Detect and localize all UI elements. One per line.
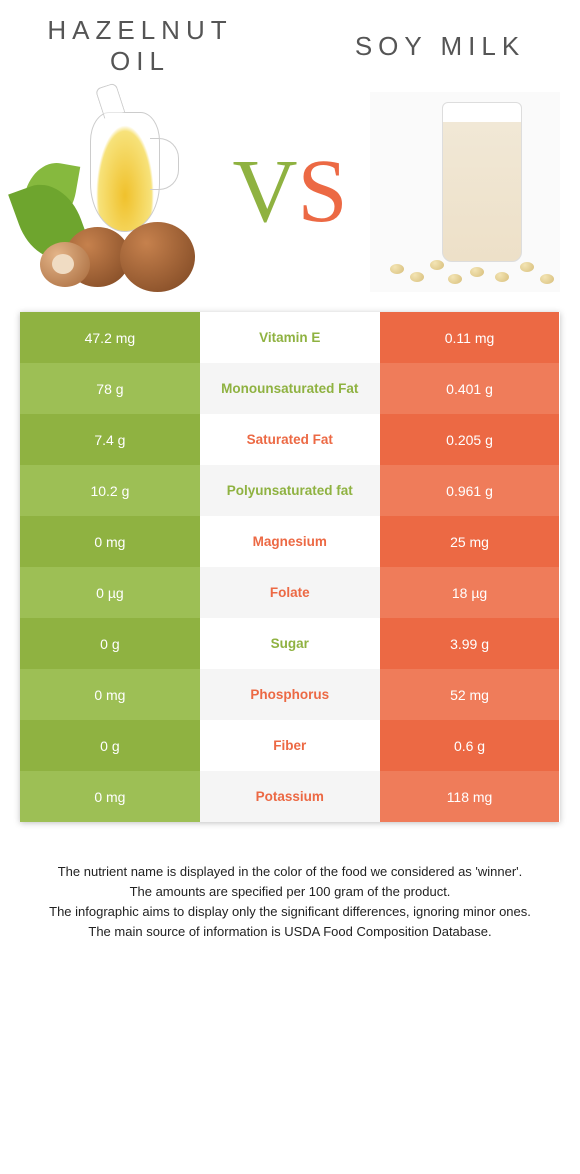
left-value: 7.4 g bbox=[20, 414, 200, 465]
left-value: 10.2 g bbox=[20, 465, 200, 516]
right-food-title: Soy milk bbox=[330, 31, 550, 62]
nutrient-row: 7.4 gSaturated Fat0.205 g bbox=[20, 414, 560, 465]
vs-label: VS bbox=[232, 147, 347, 237]
nutrient-name: Sugar bbox=[200, 618, 380, 669]
right-value: 0.11 mg bbox=[380, 312, 560, 363]
footer-notes: The nutrient name is displayed in the co… bbox=[0, 822, 580, 963]
nutrient-name: Polyunsaturated fat bbox=[200, 465, 380, 516]
nutrient-row: 10.2 gPolyunsaturated fat0.961 g bbox=[20, 465, 560, 516]
left-value: 47.2 mg bbox=[20, 312, 200, 363]
right-value: 25 mg bbox=[380, 516, 560, 567]
footer-line: The nutrient name is displayed in the co… bbox=[30, 862, 550, 882]
footer-line: The amounts are specified per 100 gram o… bbox=[30, 882, 550, 902]
nutrient-row: 47.2 mgVitamin E0.11 mg bbox=[20, 312, 560, 363]
image-row: VS bbox=[0, 82, 580, 312]
nutrient-name: Phosphorus bbox=[200, 669, 380, 720]
nutrient-name: Fiber bbox=[200, 720, 380, 771]
nutrient-name: Saturated Fat bbox=[200, 414, 380, 465]
right-value: 0.6 g bbox=[380, 720, 560, 771]
nutrient-row: 0 mgPotassium118 mg bbox=[20, 771, 560, 822]
nutrient-row: 0 mgPhosphorus52 mg bbox=[20, 669, 560, 720]
nutrient-row: 0 gFiber0.6 g bbox=[20, 720, 560, 771]
right-value: 0.205 g bbox=[380, 414, 560, 465]
footer-line: The infographic aims to display only the… bbox=[30, 902, 550, 922]
nutrient-name: Monounsaturated Fat bbox=[200, 363, 380, 414]
nutrient-row: 78 gMonounsaturated Fat0.401 g bbox=[20, 363, 560, 414]
left-value: 0 mg bbox=[20, 771, 200, 822]
right-value: 52 mg bbox=[380, 669, 560, 720]
left-value: 78 g bbox=[20, 363, 200, 414]
left-value: 0 mg bbox=[20, 516, 200, 567]
nutrient-row: 0 µgFolate18 µg bbox=[20, 567, 560, 618]
nutrient-name: Magnesium bbox=[200, 516, 380, 567]
nutrient-name: Folate bbox=[200, 567, 380, 618]
left-value: 0 g bbox=[20, 618, 200, 669]
nutrient-row: 0 gSugar3.99 g bbox=[20, 618, 560, 669]
right-value: 0.961 g bbox=[380, 465, 560, 516]
right-value: 18 µg bbox=[380, 567, 560, 618]
left-value: 0 mg bbox=[20, 669, 200, 720]
nutrient-name: Potassium bbox=[200, 771, 380, 822]
left-food-title: Hazelnut oil bbox=[30, 15, 250, 77]
nutrient-table: 47.2 mgVitamin E0.11 mg78 gMonounsaturat… bbox=[20, 312, 560, 822]
right-food-image bbox=[370, 92, 560, 292]
right-value: 3.99 g bbox=[380, 618, 560, 669]
right-value: 118 mg bbox=[380, 771, 560, 822]
right-value: 0.401 g bbox=[380, 363, 560, 414]
footer-line: The main source of information is USDA F… bbox=[30, 922, 550, 942]
left-value: 0 µg bbox=[20, 567, 200, 618]
nutrient-row: 0 mgMagnesium25 mg bbox=[20, 516, 560, 567]
nutrient-name: Vitamin E bbox=[200, 312, 380, 363]
header: Hazelnut oil Soy milk bbox=[0, 0, 580, 82]
left-value: 0 g bbox=[20, 720, 200, 771]
left-food-image bbox=[20, 92, 210, 292]
